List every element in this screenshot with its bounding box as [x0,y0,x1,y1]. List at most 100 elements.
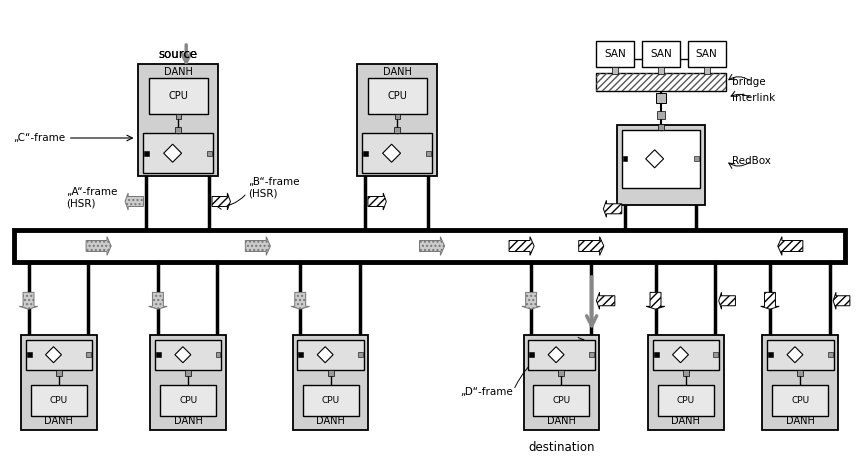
Text: destination: destination [528,441,595,454]
Bar [21,335,97,430]
Text: DANH: DANH [45,416,73,427]
Text: interlink: interlink [732,93,775,103]
Bar [642,41,680,67]
Bar [648,335,723,430]
Bar [327,370,333,376]
Bar [612,67,618,74]
Bar [596,73,726,91]
Polygon shape [646,292,665,309]
Text: DANH: DANH [671,416,700,427]
Polygon shape [787,347,803,362]
Polygon shape [212,193,231,210]
Bar [658,385,714,415]
Bar [14,230,845,262]
Text: RedBox: RedBox [732,156,770,166]
Text: DANH: DANH [174,416,202,427]
Bar [704,67,710,74]
Text: source: source [159,49,198,61]
Text: „D“-frame: „D“-frame [460,387,513,397]
Polygon shape [148,292,167,309]
Polygon shape [603,200,622,217]
Bar [185,370,191,376]
Bar [86,352,91,357]
Polygon shape [645,150,663,168]
Bar [596,73,726,91]
Bar [768,352,773,357]
Polygon shape [833,292,850,309]
Bar [589,352,594,357]
Bar [297,339,363,370]
Bar [656,93,666,103]
Bar [763,335,838,430]
Bar [176,114,181,119]
Bar [772,385,828,415]
Bar [533,385,590,415]
Text: DANH: DANH [164,67,193,77]
Text: SAN: SAN [650,49,672,59]
Bar [207,151,213,156]
Text: „C“-frame: „C“-frame [14,133,66,143]
Polygon shape [509,236,534,255]
Bar [358,352,363,357]
Polygon shape [778,236,803,255]
Bar [139,64,218,176]
Text: DANH: DANH [547,416,576,427]
Polygon shape [673,347,688,362]
Polygon shape [19,292,38,309]
Text: DANH: DANH [383,67,411,77]
Text: SAN: SAN [604,49,626,59]
Text: CPU: CPU [553,396,571,405]
Bar [363,134,432,173]
Bar [524,335,599,430]
Bar [767,339,834,370]
Bar [529,352,534,357]
Bar [363,151,369,156]
Bar [658,67,664,74]
Text: bridge: bridge [732,77,765,87]
Bar [293,335,369,430]
Polygon shape [419,236,445,255]
Text: DANH: DANH [316,416,345,427]
Polygon shape [125,193,143,210]
Polygon shape [45,347,62,362]
Bar [143,134,213,173]
Text: DANH: DANH [786,416,815,427]
Bar [368,78,427,114]
Polygon shape [86,236,111,255]
Text: CPU: CPU [387,91,407,101]
Bar [26,339,92,370]
Text: „A“-frame
(HSR): „A“-frame (HSR) [66,187,117,209]
Text: „B“-frame
(HSR): „B“-frame (HSR) [248,177,299,199]
Bar [394,127,400,134]
Polygon shape [548,347,564,362]
Text: CPU: CPU [50,396,68,405]
Bar [156,352,161,357]
Bar [694,156,699,161]
Polygon shape [245,236,271,255]
Text: CPU: CPU [791,396,809,405]
Bar [27,352,32,357]
Bar [617,125,704,205]
Bar [621,130,700,187]
Text: CPU: CPU [168,91,189,101]
Bar [426,151,431,156]
Polygon shape [522,292,541,309]
Text: CPU: CPU [321,396,339,405]
Text: CPU: CPU [179,396,197,405]
Bar [622,156,627,161]
Bar [160,385,216,415]
Bar [657,111,665,119]
Bar [683,370,689,376]
Bar [688,41,726,67]
Bar [215,352,220,357]
Bar [144,151,149,156]
Bar [658,124,664,130]
Polygon shape [596,292,614,309]
Polygon shape [164,144,182,162]
Bar [559,370,565,376]
Bar [149,78,207,114]
Bar [395,114,399,119]
Polygon shape [291,292,309,309]
Bar [155,339,221,370]
Bar [713,352,718,357]
